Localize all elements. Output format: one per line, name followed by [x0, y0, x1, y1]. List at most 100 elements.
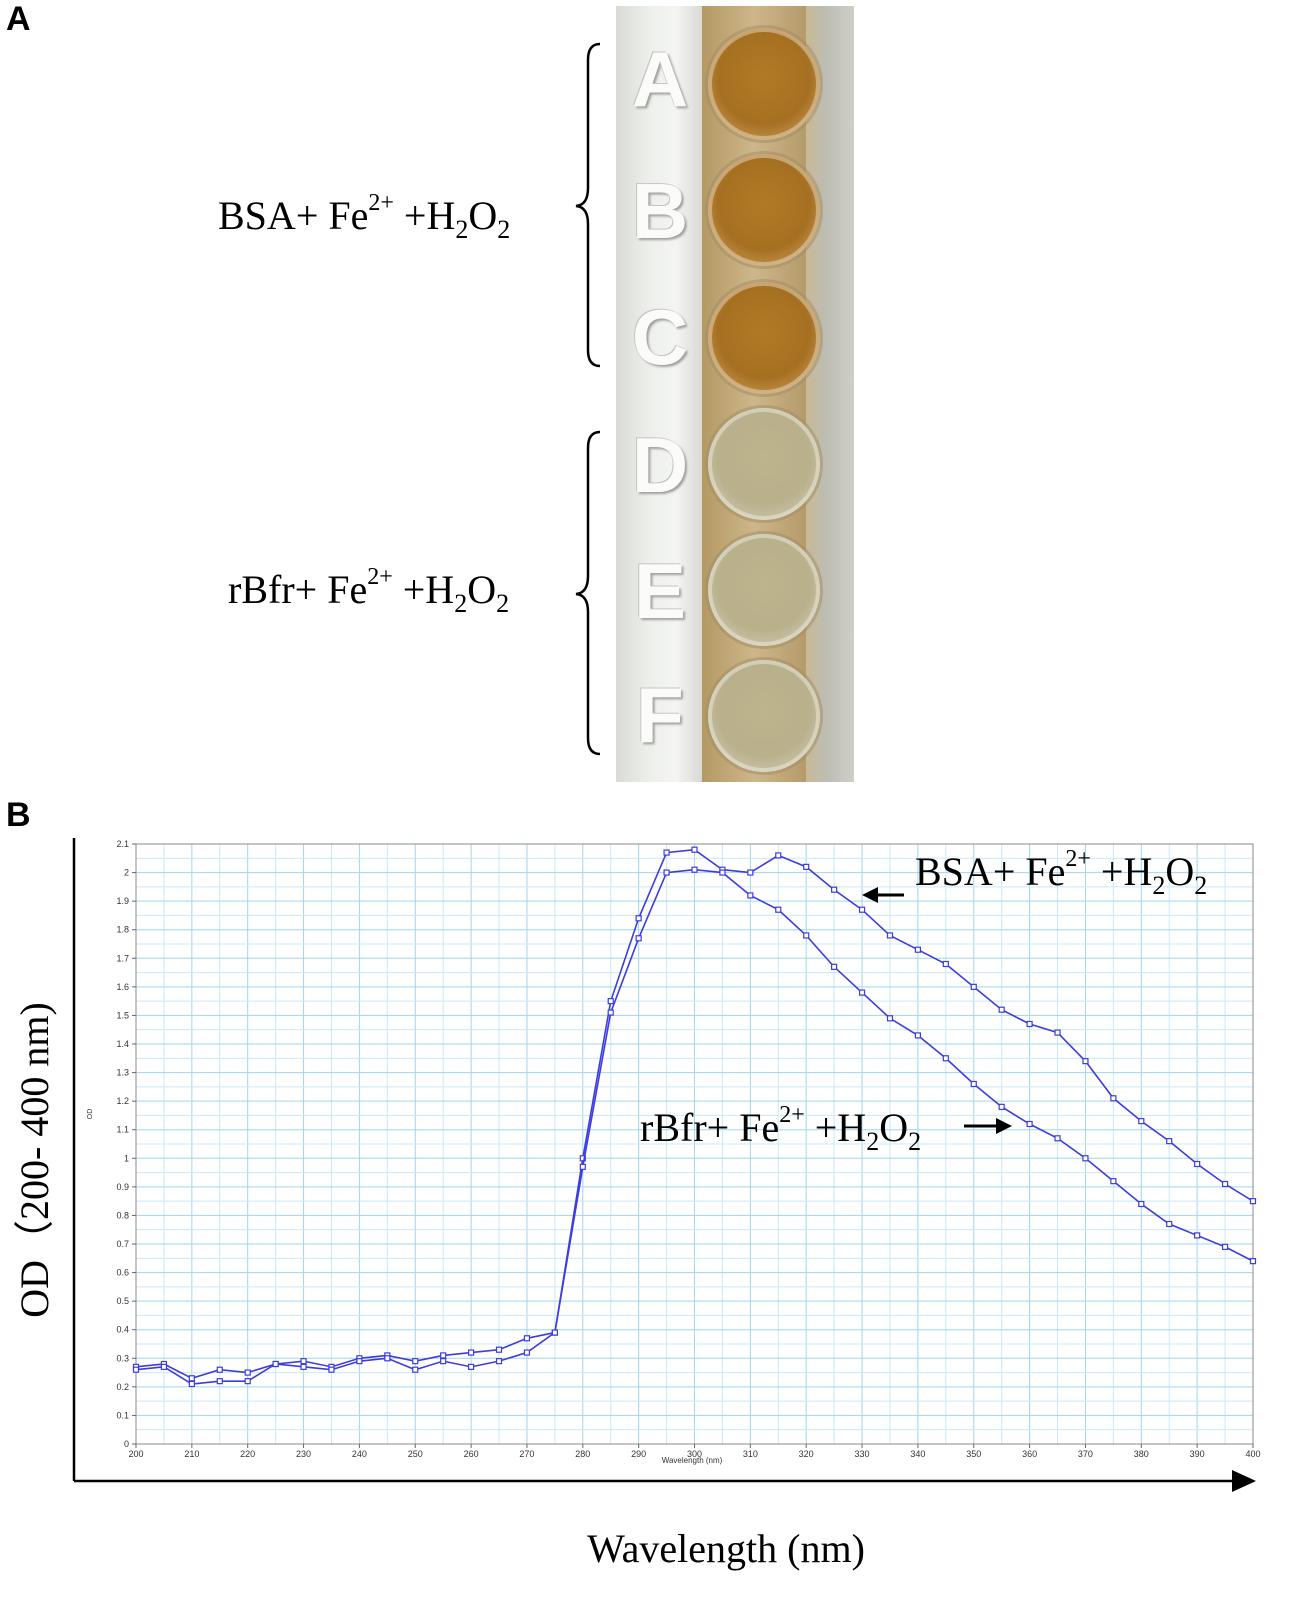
data-point-rbfr [272, 1360, 279, 1368]
plate-edge [806, 6, 854, 782]
data-point-bsa [635, 915, 642, 922]
data-point-bsa [1194, 1160, 1201, 1168]
y-tick-labels: 0 0.1 0.2 0.3 0.4 0.5 0.6 0.7 0.8 0.9 1 1.1 1.2 1.3 1.… [116, 839, 136, 1449]
x-tick-label: 380 [1134, 1449, 1149, 1459]
y-tick-label: 1.5 [116, 1010, 129, 1020]
data-point-rbfr [468, 1363, 475, 1370]
y-tick-label: 0.6 [116, 1268, 129, 1278]
data-point-rbfr [1166, 1220, 1173, 1228]
data-point-rbfr [1026, 1120, 1033, 1128]
data-point-rbfr [858, 989, 866, 996]
x-tick-label: 340 [910, 1449, 925, 1459]
data-point-bsa [1054, 1029, 1061, 1036]
x-tick-label: 360 [1022, 1449, 1037, 1459]
data-point-bsa [1082, 1058, 1089, 1065]
x-tick-label: 330 [855, 1449, 870, 1459]
x-tick-label: 320 [799, 1449, 814, 1459]
data-point-bsa [1249, 1198, 1257, 1205]
data-point-rbfr [970, 1080, 977, 1088]
data-point-rbfr [132, 1366, 140, 1373]
well-plate-photo: A B C D E F [616, 6, 854, 782]
data-point-rbfr [579, 1163, 586, 1170]
bsa-arrow-head [862, 887, 878, 903]
x-tick-label: 210 [184, 1449, 199, 1459]
data-point-rbfr [1110, 1178, 1117, 1185]
y-tick-label: 1.4 [116, 1039, 129, 1049]
x-tick-label: 300 [687, 1449, 702, 1459]
y-tick-label: 1.3 [116, 1068, 129, 1078]
data-point-rbfr [663, 869, 670, 876]
x-tick-label: 310 [743, 1449, 758, 1459]
data-point-rbfr [635, 935, 642, 942]
data-point-bsa [300, 1358, 307, 1365]
data-point-rbfr [160, 1363, 168, 1370]
data-point-bsa [523, 1335, 531, 1342]
group-label-bsa: BSA+ Fe2+ +H2O2 [218, 190, 511, 244]
data-point-rbfr [523, 1349, 531, 1356]
data-point-rbfr [244, 1378, 251, 1385]
x-tick-label: 390 [1190, 1449, 1205, 1459]
y-tick-label: 1.6 [116, 982, 129, 992]
y-tick-label: 0.9 [116, 1182, 129, 1192]
y-tick-label: 0.5 [116, 1296, 129, 1306]
series-annotation-rbfr: rBfr+ Fe2+ +H2O2 [640, 1102, 922, 1156]
y-tick-label: 1.1 [116, 1125, 129, 1135]
well-a [708, 28, 820, 140]
well-e [708, 534, 820, 646]
x-tick-label: 250 [408, 1449, 423, 1459]
data-point-rbfr [495, 1358, 503, 1365]
x-tick-label: 260 [464, 1449, 479, 1459]
data-point-rbfr [1249, 1258, 1257, 1265]
data-point-bsa [495, 1346, 503, 1353]
data-point-bsa [1110, 1095, 1117, 1102]
data-point-bsa [1026, 1020, 1033, 1028]
data-point-bsa [691, 846, 698, 853]
x-tick-label: 230 [296, 1449, 311, 1459]
data-point-rbfr [188, 1380, 195, 1388]
data-point-bsa [1166, 1138, 1173, 1145]
y-tick-label: 0.1 [116, 1410, 129, 1420]
row-letter-a: A [631, 35, 689, 123]
series-layer [132, 846, 1257, 1388]
data-point-rbfr [775, 906, 782, 913]
data-point-rbfr [216, 1378, 223, 1385]
data-point-rbfr [1138, 1200, 1145, 1208]
data-point-rbfr [1054, 1135, 1061, 1142]
data-point-bsa [1221, 1180, 1229, 1188]
data-point-rbfr [719, 869, 726, 876]
row-letter-d: D [631, 421, 689, 509]
x-tick-label: 240 [352, 1449, 367, 1459]
data-point-bsa [1138, 1118, 1145, 1125]
well-c [708, 282, 820, 394]
data-point-bsa [970, 983, 977, 990]
x-tick-labels: 200 210 220 230 240 250 260 270 280 290 300 310 320 3… [128, 1444, 1261, 1459]
outer-x-axis-label: Wavelength (nm) [587, 1526, 865, 1571]
data-point-bsa [803, 863, 810, 870]
data-point-rbfr [831, 963, 838, 970]
inner-x-axis-label: Wavelength (nm) [662, 1456, 723, 1465]
well-d [708, 408, 820, 520]
data-point-rbfr [412, 1366, 419, 1373]
series-annotation-bsa: BSA+ Fe2+ +H2O2 [915, 846, 1208, 900]
data-point-bsa [858, 906, 866, 913]
y-tick-label: 1 [124, 1153, 129, 1163]
x-tick-label: 220 [240, 1449, 255, 1459]
data-point-bsa [998, 1006, 1005, 1013]
y-tick-label: 1.9 [116, 896, 129, 906]
data-point-bsa [914, 946, 922, 953]
data-point-rbfr [914, 1032, 922, 1039]
data-point-bsa [747, 869, 754, 876]
y-tick-label: 0.4 [116, 1325, 129, 1335]
data-point-bsa [216, 1366, 223, 1373]
outer-y-axis-label: OD（200- 400 nm) [12, 1002, 57, 1318]
y-tick-label: 0.8 [116, 1210, 129, 1220]
brace-rbfr [575, 430, 601, 756]
od-spectrum-chart: 200 210 220 230 240 250 260 270 280 290 300 310 320 3… [12, 838, 1261, 1571]
data-point-rbfr [1221, 1243, 1229, 1250]
x-tick-label: 350 [966, 1449, 981, 1459]
data-point-bsa [775, 852, 782, 859]
data-point-bsa [886, 932, 894, 939]
row-letter-e: E [633, 547, 687, 635]
data-point-rbfr [328, 1366, 335, 1373]
data-point-rbfr [886, 1015, 894, 1022]
